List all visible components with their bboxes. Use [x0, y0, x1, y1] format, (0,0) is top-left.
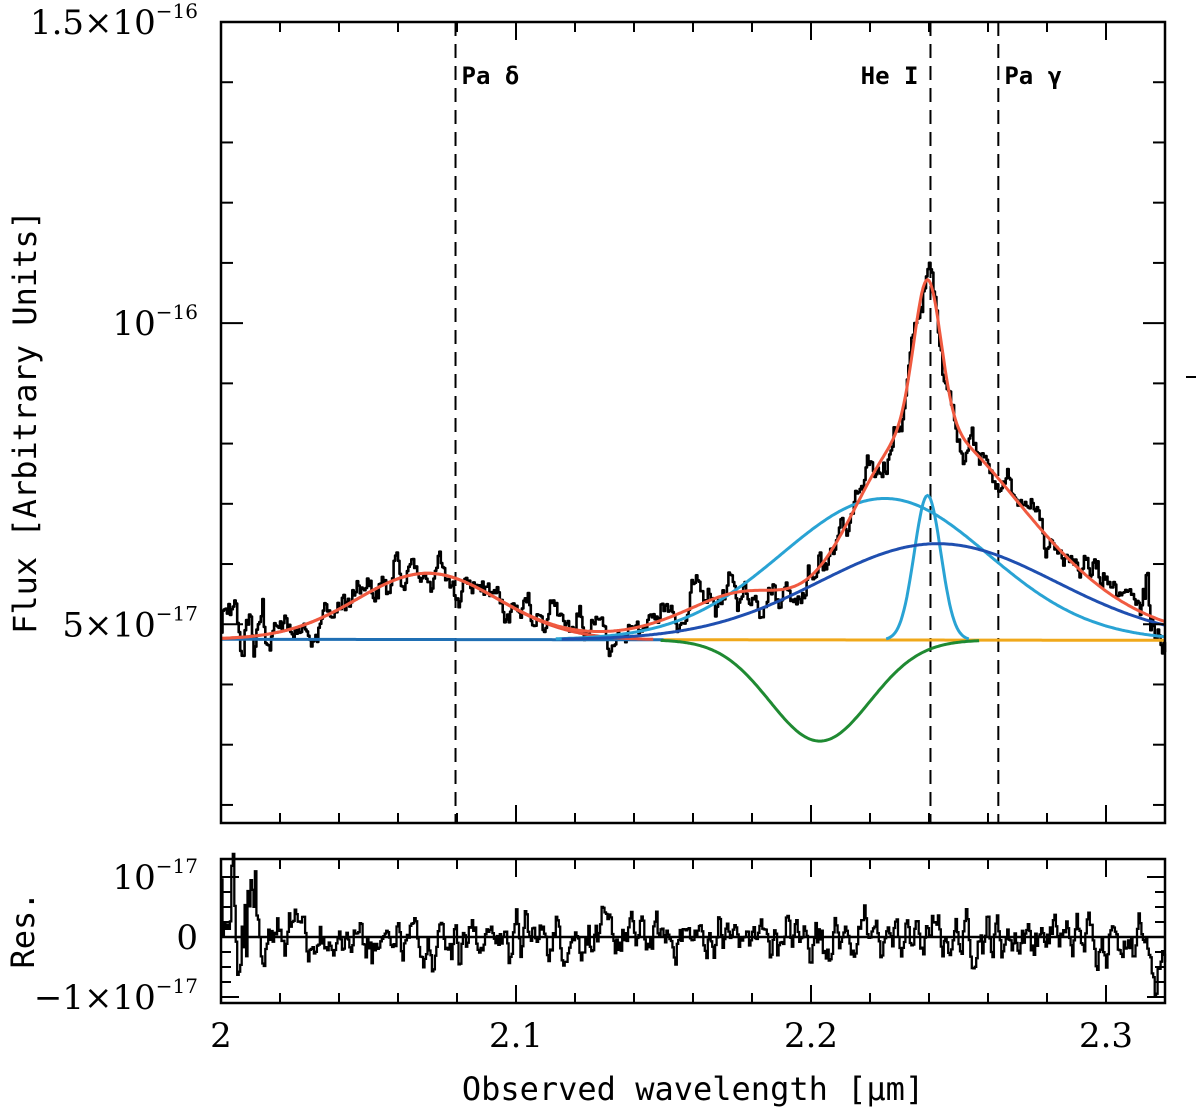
residual-y-tick-labels: 10−17 0 −1×10−17: [34, 854, 198, 1018]
residual-tick-marks: [220, 859, 1166, 1003]
x-tick-label-2: 2.2: [784, 1016, 838, 1056]
residual-series-group: [221, 852, 1167, 998]
series-absorption: [660, 638, 980, 743]
line-label-2: Pa γ: [1004, 62, 1062, 90]
res-y-tick-label-1: 0: [176, 918, 198, 958]
x-tick-labels: 2 2.1 2.2 2.3: [210, 1016, 1133, 1056]
res-y-tick-label-2: −1×10−17: [34, 974, 198, 1018]
main-panel: Pa δ He I Pa γ 1.5×10−16 10−16 5×10−17 Flux …: [6, 0, 1167, 825]
line-label-0: Pa δ: [462, 62, 520, 90]
series-continuum-red: [663, 638, 1165, 642]
x-tick-label-1: 2.1: [489, 1016, 543, 1056]
x-tick-label-3: 2.3: [1079, 1016, 1133, 1056]
x-tick-label-0: 2: [210, 1016, 232, 1056]
tick-marks: [220, 21, 1166, 823]
series-broad-he-i: [555, 497, 1166, 641]
y-tick-labels: 1.5×10−16 10−16 5×10−17: [30, 0, 198, 645]
series-observed-spectrum: [221, 261, 1167, 658]
x-axis-title: Observed wavelength [μm]: [462, 1070, 924, 1108]
line-label-1: He I: [861, 62, 919, 90]
series-narrow-he-i: [885, 493, 970, 641]
residual-panel: 10−17 0 −1×10−17 Res.: [4, 852, 1167, 1018]
y-tick-label-2: 5×10−17: [62, 601, 198, 645]
residual-y-axis-title: Res.: [4, 891, 42, 968]
series-broad-pa-γ: [561, 542, 1166, 641]
y-axis-title: Flux [Arbitrary Units]: [6, 210, 44, 634]
res-y-tick-label-0: 10−17: [113, 854, 198, 898]
residual-plot-frame: [219, 857, 1167, 1005]
y-tick-label-1: 10−16: [113, 300, 198, 344]
y-tick-label-0: 1.5×10−16: [30, 0, 198, 43]
series-group: [220, 261, 1167, 743]
main-plot-frame: [219, 20, 1167, 825]
emission-line-markers: Pa δ He I Pa γ: [454, 22, 1062, 823]
series-total-fit: [220, 277, 1166, 640]
series-residuals: [221, 852, 1167, 998]
